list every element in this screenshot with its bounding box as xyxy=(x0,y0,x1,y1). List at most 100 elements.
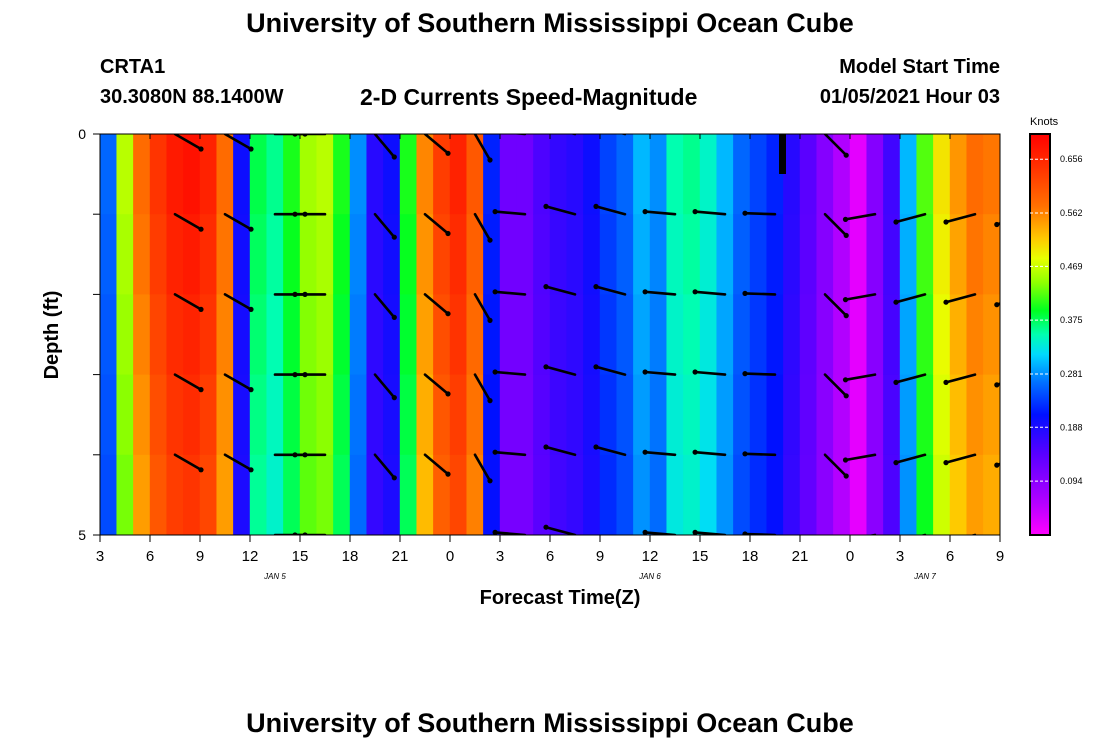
heatmap-cell xyxy=(466,454,484,535)
heatmap-cell xyxy=(433,214,451,295)
current-vector xyxy=(173,373,204,393)
heatmap-cell xyxy=(549,374,567,456)
heatmap-cell xyxy=(499,214,517,295)
heatmap-cell xyxy=(399,294,417,375)
heatmap-cell xyxy=(399,374,417,456)
heatmap-cell xyxy=(183,454,201,535)
x-tick-label: 6 xyxy=(546,548,554,565)
heatmap-cell xyxy=(749,454,767,535)
heatmap-cell xyxy=(483,134,501,215)
current-vector xyxy=(994,535,1025,548)
heatmap-cell xyxy=(816,294,834,375)
heatmap-cell xyxy=(333,134,351,215)
heatmap-cell xyxy=(883,294,901,375)
heatmap-cell xyxy=(199,294,217,375)
heatmap-cell xyxy=(100,134,117,215)
data-gap-marker xyxy=(779,134,786,174)
y-axis-label: Depth (ft) xyxy=(41,291,63,380)
heatmap-cell xyxy=(383,454,401,535)
heatmap-cell xyxy=(499,134,517,215)
heatmap-cell xyxy=(666,454,684,535)
colorbar-tick-label: 0.562 xyxy=(1060,208,1083,218)
x-tick-label: 3 xyxy=(496,548,504,565)
current-vector xyxy=(223,453,254,473)
current-vector xyxy=(642,209,677,216)
heatmap-cell xyxy=(433,294,451,375)
heatmap-cell xyxy=(783,294,801,375)
heatmap-cell xyxy=(349,214,367,295)
heatmap-cell xyxy=(916,294,934,375)
current-vector xyxy=(373,212,397,240)
colorbar-tick-label: 0.281 xyxy=(1060,369,1083,379)
heatmap-cell xyxy=(883,374,901,456)
heatmap-cell xyxy=(383,374,401,456)
model-start-label: Model Start Time xyxy=(839,56,1000,78)
current-vector xyxy=(893,293,927,305)
heatmap-cell xyxy=(716,134,734,215)
model-start-value: 01/05/2021 Hour 03 xyxy=(819,86,1000,108)
heatmap-cell xyxy=(716,454,734,535)
heatmap-cell xyxy=(916,134,934,215)
heatmap-cell xyxy=(966,294,984,375)
current-vector xyxy=(943,293,977,305)
heatmap-cell xyxy=(283,214,301,295)
heatmap-cell xyxy=(899,294,917,375)
heatmap-cell xyxy=(766,294,784,375)
heatmap-cell xyxy=(666,374,684,456)
heatmap-cell xyxy=(416,454,434,535)
heatmap-cell xyxy=(783,134,801,215)
heatmap-cell xyxy=(366,214,384,295)
current-vector xyxy=(373,293,397,320)
y-tick-label: 5 xyxy=(78,527,86,543)
current-vector xyxy=(373,453,397,481)
heatmap-cell xyxy=(916,214,934,295)
heatmap-cell xyxy=(633,454,651,535)
heatmap-cell xyxy=(583,454,601,535)
heatmap-cell xyxy=(799,454,817,535)
heatmap-cell xyxy=(683,294,701,375)
current-vector xyxy=(823,373,849,399)
heatmap-cell xyxy=(549,454,567,535)
heatmap-cell xyxy=(366,374,384,456)
heatmap-cell xyxy=(783,214,801,295)
heatmap-cell xyxy=(733,294,751,375)
heatmap-cell xyxy=(116,374,134,456)
heatmap-cell xyxy=(683,134,701,215)
heatmap-cell xyxy=(816,134,834,215)
current-vector xyxy=(842,373,877,383)
heatmap-cell xyxy=(949,374,967,456)
heatmap-cell xyxy=(499,454,517,535)
heatmap-cell xyxy=(849,294,867,375)
heatmap-cell xyxy=(633,214,651,295)
heatmap-cell xyxy=(966,214,984,295)
colorbar-tick-label: 0.469 xyxy=(1060,261,1083,271)
heatmap-cell xyxy=(583,294,601,375)
heatmap-cell xyxy=(983,214,1000,295)
current-vector xyxy=(823,293,849,319)
heatmap-cell xyxy=(166,374,184,456)
heatmap-cell xyxy=(733,454,751,535)
current-vector xyxy=(692,289,727,296)
heatmap-cell xyxy=(533,134,551,215)
heatmap-cell xyxy=(699,134,717,215)
current-vector xyxy=(543,444,577,457)
current-vector xyxy=(509,134,527,136)
heatmap-cell xyxy=(749,214,767,295)
heatmap-cell xyxy=(233,134,251,215)
x-tick-label: 21 xyxy=(792,548,809,565)
heatmap-cell xyxy=(100,294,117,375)
current-vector xyxy=(742,210,777,216)
heatmap-cell xyxy=(466,374,484,456)
heatmap-cell xyxy=(599,214,617,295)
heatmap-cell xyxy=(366,134,384,215)
heatmap-cell xyxy=(666,134,684,215)
heatmap-cell xyxy=(599,374,617,456)
current-vector xyxy=(223,212,254,232)
heatmap-cell xyxy=(349,134,367,215)
heatmap-cell xyxy=(299,214,317,295)
x-tick-label: 0 xyxy=(446,548,454,565)
heatmap-cell xyxy=(349,294,367,375)
heatmap-cell xyxy=(549,134,567,215)
heatmap-cell xyxy=(249,454,267,535)
heatmap-cell xyxy=(233,374,251,456)
